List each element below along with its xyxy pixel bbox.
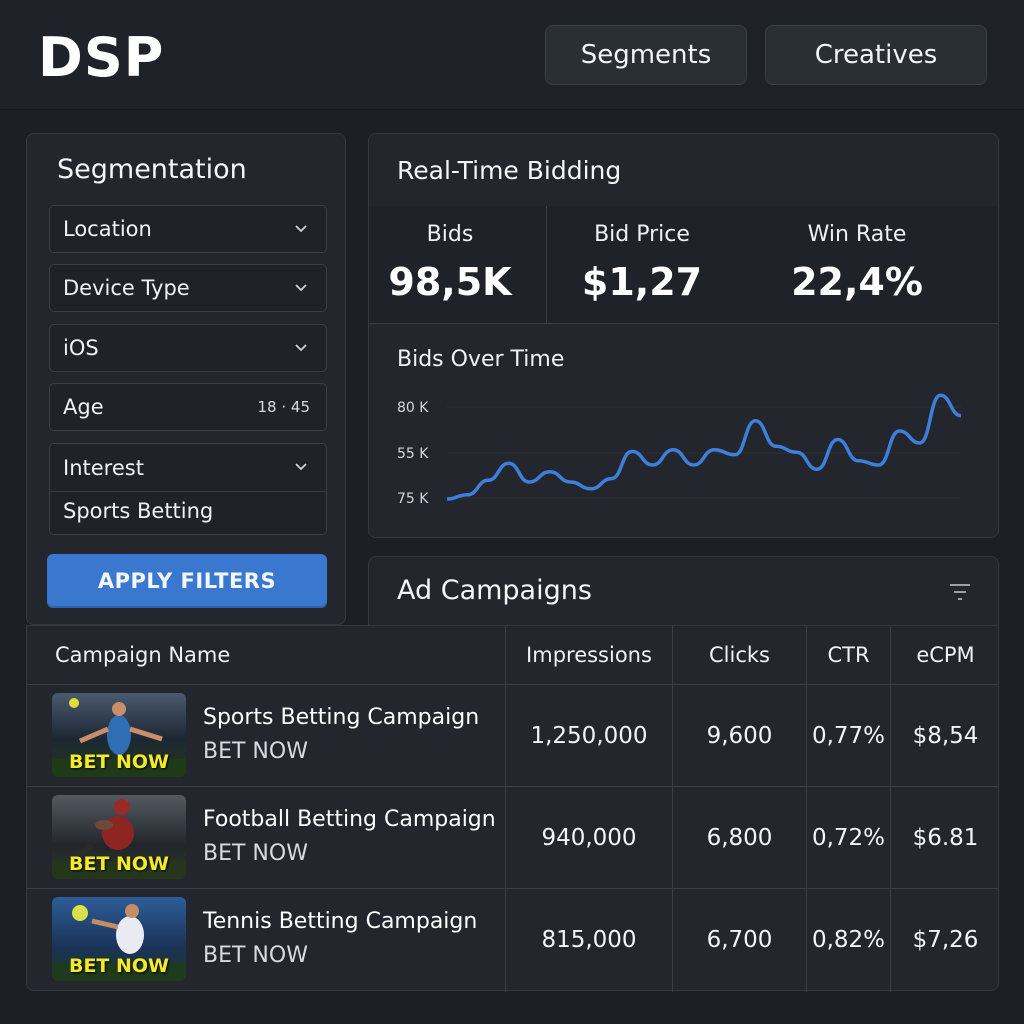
col-header-ecpm[interactable]: eCPM <box>916 643 975 667</box>
campaigns-title: Ad Campaigns <box>397 575 592 606</box>
col-header-clicks[interactable]: Clicks <box>709 643 770 667</box>
impressions-cell: 940,000 <box>541 824 637 851</box>
creative-badge: BET NOW <box>68 751 170 773</box>
device-type-label: Device Type <box>63 276 190 300</box>
bids-value: 98,5K <box>388 260 512 304</box>
ctr-cell: 0,82% <box>811 926 886 953</box>
metrics-row: Bids 98,5K Bid Price $1,27 Win Rate 22,4… <box>369 206 998 324</box>
interest-value[interactable]: Sports Betting <box>63 499 214 523</box>
filter-icon[interactable] <box>948 581 972 603</box>
impressions-cell: 815,000 <box>541 926 637 953</box>
col-header-impressions[interactable]: Impressions <box>526 643 652 667</box>
age-label: Age <box>63 395 104 419</box>
interest-header[interactable]: Interest <box>50 444 326 492</box>
tennis-creative-image <box>52 897 186 981</box>
win-rate-label: Win Rate <box>807 222 907 247</box>
table-row[interactable]: BET NOW Football Betting Campaign BET NO… <box>27 787 998 888</box>
rtb-title: Real-Time Bidding <box>397 156 622 185</box>
clicks-cell: 6,800 <box>706 824 773 851</box>
campaigns-table: Campaign Name Impressions Clicks CTR eCP… <box>26 625 999 992</box>
chevron-down-icon <box>295 344 307 352</box>
col-header-campaign-name[interactable]: Campaign Name <box>55 643 231 667</box>
creative-badge: BET NOW <box>68 955 170 977</box>
campaigns-header: Ad Campaigns <box>368 556 999 626</box>
row-divider <box>27 786 998 787</box>
ecpm-cell: $6.81 <box>912 824 979 851</box>
segments-button[interactable]: Segments <box>545 25 747 85</box>
creative-thumbnail[interactable]: BET NOW <box>52 693 186 777</box>
ecpm-cell: $7,26 <box>912 926 979 953</box>
column-divider <box>806 626 807 992</box>
chart-title: Bids Over Time <box>397 347 565 372</box>
win-rate-value: 22,4% <box>791 260 923 304</box>
campaign-name[interactable]: Football Betting Campaign <box>203 807 496 832</box>
campaign-cta: BET NOW <box>203 841 308 866</box>
y-tick-label: 75 K <box>397 491 429 507</box>
rtb-panel: Real-Time Bidding Bids 98,5K Bid Price $… <box>368 133 999 538</box>
ctr-cell: 0,72% <box>811 824 886 851</box>
app-logo: DSP <box>38 26 165 89</box>
campaign-cta: BET NOW <box>203 739 308 764</box>
table-row[interactable]: BET NOW Sports Betting Campaign BET NOW … <box>27 685 998 786</box>
location-dropdown[interactable]: Location <box>49 205 327 253</box>
sports-creative-image <box>52 693 186 777</box>
row-divider <box>27 684 998 685</box>
os-dropdown[interactable]: iOS <box>49 324 327 372</box>
chevron-down-icon <box>295 284 307 292</box>
creative-thumbnail[interactable]: BET NOW <box>52 897 186 981</box>
creatives-button[interactable]: Creatives <box>765 25 987 85</box>
col-header-ctr[interactable]: CTR <box>827 643 870 667</box>
os-label: iOS <box>63 336 99 360</box>
row-divider <box>27 888 998 889</box>
chevron-down-icon <box>295 225 307 233</box>
top-bar: DSP Segments Creatives <box>0 0 1024 110</box>
bid-price-label: Bid Price <box>594 222 690 247</box>
creative-thumbnail[interactable]: BET NOW <box>52 795 186 879</box>
segmentation-panel: Segmentation Location Device Type iOS Ag… <box>26 133 346 625</box>
bids-over-time-chart: 80 K 55 K 75 K <box>397 393 962 507</box>
table-row[interactable]: BET NOW Tennis Betting Campaign BET NOW … <box>27 889 998 990</box>
bids-label: Bids <box>426 222 474 247</box>
creative-badge: BET NOW <box>68 853 170 875</box>
age-range-value: 18 · 45 <box>257 398 310 416</box>
chevron-down-icon <box>295 463 307 471</box>
campaign-name[interactable]: Tennis Betting Campaign <box>203 909 478 934</box>
metric-divider <box>546 206 547 324</box>
location-label: Location <box>63 217 152 241</box>
clicks-cell: 6,700 <box>706 926 773 953</box>
apply-filters-button[interactable]: APPLY FILTERS <box>47 554 327 608</box>
column-divider <box>505 626 506 992</box>
column-divider <box>672 626 673 992</box>
campaign-cta: BET NOW <box>203 943 308 968</box>
y-tick-label: 55 K <box>397 446 429 462</box>
bids-series-line <box>446 393 962 501</box>
age-range-field[interactable]: Age 18 · 45 <box>49 383 327 431</box>
device-type-dropdown[interactable]: Device Type <box>49 264 327 312</box>
interest-dropdown[interactable]: Interest Sports Betting <box>49 443 327 535</box>
football-creative-image <box>52 795 186 879</box>
campaign-name[interactable]: Sports Betting Campaign <box>203 705 480 730</box>
clicks-cell: 9,600 <box>706 722 773 749</box>
segmentation-title: Segmentation <box>57 154 247 185</box>
bid-price-value: $1,27 <box>581 260 703 304</box>
interest-label: Interest <box>63 455 144 480</box>
ecpm-cell: $8,54 <box>912 722 979 749</box>
ctr-cell: 0,77% <box>811 722 886 749</box>
y-tick-label: 80 K <box>397 400 429 416</box>
column-divider <box>890 626 891 992</box>
impressions-cell: 1,250,000 <box>530 722 648 749</box>
